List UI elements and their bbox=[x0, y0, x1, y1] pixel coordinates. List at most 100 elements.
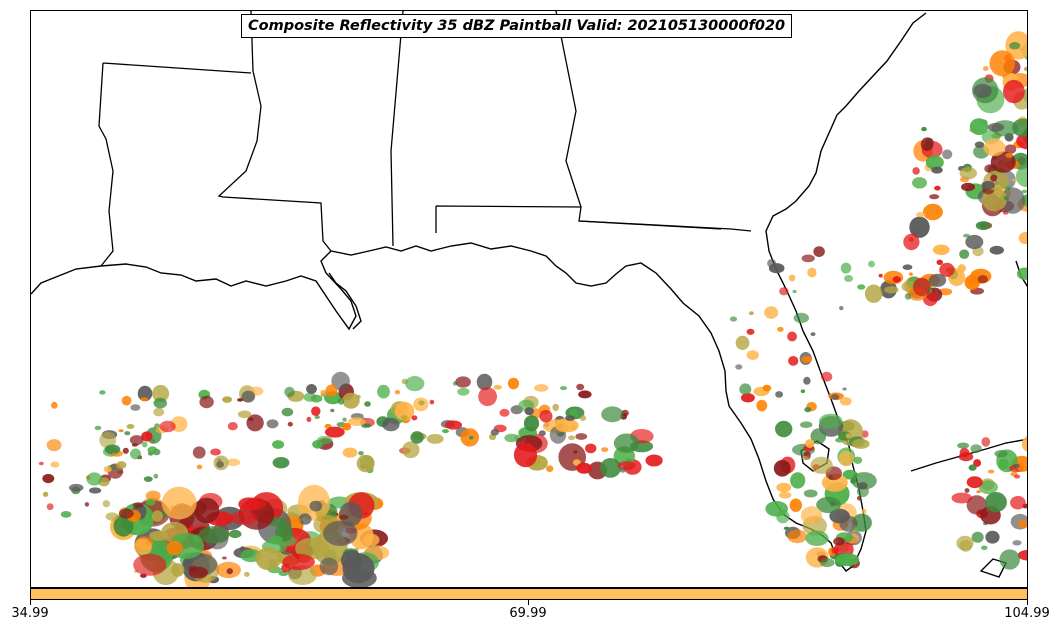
border-ar-la bbox=[98, 62, 114, 267]
reflectivity-blob bbox=[161, 486, 197, 520]
reflectivity-blob bbox=[787, 529, 807, 544]
reflectivity-blob bbox=[122, 447, 129, 454]
reflectivity-blob bbox=[102, 500, 111, 508]
reflectivity-blob bbox=[810, 456, 833, 474]
colorbar-tick-min: 34.99 bbox=[11, 606, 49, 621]
reflectivity-blob bbox=[942, 149, 953, 160]
reflectivity-blob bbox=[904, 293, 912, 300]
reflectivity-blob bbox=[513, 442, 538, 468]
reflectivity-blob bbox=[989, 50, 1016, 77]
reflectivity-blob bbox=[857, 284, 866, 290]
reflectivity-blob bbox=[319, 557, 339, 576]
reflectivity-blob bbox=[764, 306, 779, 319]
reflectivity-blob bbox=[145, 499, 156, 506]
reflectivity-blob bbox=[490, 429, 499, 436]
reflectivity-blob bbox=[958, 452, 974, 462]
reflectivity-blob bbox=[793, 312, 809, 324]
reflectivity-blob bbox=[920, 137, 934, 151]
colorbar-tick-mid: 69.99 bbox=[509, 606, 547, 621]
reflectivity-blob bbox=[925, 155, 944, 170]
reflectivity-blob bbox=[124, 431, 131, 436]
reflectivity-blob bbox=[499, 408, 510, 417]
reflectivity-blob bbox=[973, 459, 981, 467]
reflectivity-blob bbox=[306, 384, 317, 394]
reflectivity-blob bbox=[1016, 132, 1027, 150]
reflectivity-blob bbox=[38, 461, 44, 466]
reflectivity-blob bbox=[839, 397, 852, 406]
reflectivity-blob bbox=[457, 387, 470, 396]
reflectivity-blob bbox=[968, 464, 977, 471]
reflectivity-blob bbox=[320, 390, 326, 395]
reflectivity-blob bbox=[801, 254, 815, 263]
reflectivity-blob bbox=[192, 446, 206, 459]
reflectivity-blob bbox=[394, 401, 415, 421]
reflectivity-blob bbox=[578, 390, 592, 399]
reflectivity-blob bbox=[985, 492, 1007, 513]
reflectivity-blob bbox=[803, 376, 811, 385]
reflectivity-blob bbox=[821, 371, 833, 382]
reflectivity-blob bbox=[912, 177, 927, 189]
colorbar bbox=[30, 588, 1028, 600]
reflectivity-blob bbox=[1000, 187, 1026, 214]
reflectivity-blob bbox=[844, 275, 854, 282]
reflectivity-blob bbox=[973, 83, 992, 98]
reflectivity-blob bbox=[476, 373, 493, 391]
reflectivity-blob bbox=[323, 520, 358, 546]
reflectivity-blob bbox=[46, 503, 54, 511]
reflectivity-blob bbox=[775, 420, 793, 438]
reflectivity-blob bbox=[50, 461, 60, 468]
reflectivity-blob bbox=[288, 565, 317, 585]
reflectivity-blob bbox=[237, 410, 252, 419]
reflectivity-blob bbox=[801, 456, 809, 461]
reflectivity-blob bbox=[210, 448, 222, 456]
reflectivity-blob bbox=[1017, 549, 1027, 561]
reflectivity-blob bbox=[410, 431, 424, 444]
reflectivity-blob bbox=[141, 431, 153, 442]
border-al-fl bbox=[435, 205, 722, 233]
reflectivity-blob bbox=[878, 273, 883, 278]
reflectivity-blob bbox=[331, 371, 350, 391]
reflectivity-blob bbox=[228, 529, 242, 539]
reflectivity-blob bbox=[575, 433, 588, 440]
reflectivity-blob bbox=[143, 476, 153, 482]
reflectivity-blob bbox=[84, 502, 90, 507]
reflectivity-blob bbox=[1011, 178, 1017, 182]
reflectivity-blob bbox=[255, 547, 282, 571]
reflectivity-blob bbox=[268, 535, 283, 545]
border-ms-river bbox=[217, 11, 332, 252]
reflectivity-blob bbox=[153, 407, 165, 417]
reflectivity-blob bbox=[987, 122, 1005, 132]
map-frame bbox=[30, 10, 1028, 588]
reflectivity-blob bbox=[983, 66, 989, 71]
reflectivity-blob bbox=[861, 508, 867, 514]
reflectivity-blob bbox=[142, 441, 148, 448]
border-ga-fl bbox=[578, 220, 752, 232]
reflectivity-blob bbox=[51, 401, 58, 409]
reflectivity-blob bbox=[977, 275, 988, 284]
reflectivity-blob bbox=[1015, 165, 1027, 187]
reflectivity-blob bbox=[842, 387, 847, 391]
reflectivity-blob bbox=[111, 452, 118, 456]
reflectivity-blob bbox=[342, 417, 347, 422]
reflectivity-blob bbox=[222, 396, 233, 403]
reflectivity-blob bbox=[981, 180, 995, 190]
reflectivity-blob bbox=[42, 473, 55, 484]
reflectivity-blob bbox=[601, 447, 609, 452]
reflectivity-blob bbox=[921, 126, 927, 132]
reflectivity-blob bbox=[1021, 189, 1027, 194]
reflectivity-blob bbox=[226, 568, 233, 575]
state-borders bbox=[98, 11, 752, 267]
reflectivity-blob bbox=[989, 245, 1004, 255]
reflectivity-blob bbox=[801, 355, 813, 363]
reflectivity-paintball-layer bbox=[38, 31, 1027, 587]
reflectivity-blob bbox=[957, 264, 966, 273]
reflectivity-blob bbox=[868, 260, 875, 268]
reflectivity-blob bbox=[1023, 66, 1027, 72]
reflectivity-blob bbox=[839, 306, 844, 311]
reflectivity-blob bbox=[241, 390, 256, 403]
reflectivity-blob bbox=[1012, 118, 1027, 137]
reflectivity-blob bbox=[237, 398, 244, 402]
reflectivity-blob bbox=[455, 376, 471, 388]
reflectivity-blob bbox=[1010, 495, 1026, 510]
reflectivity-blob bbox=[222, 556, 227, 560]
